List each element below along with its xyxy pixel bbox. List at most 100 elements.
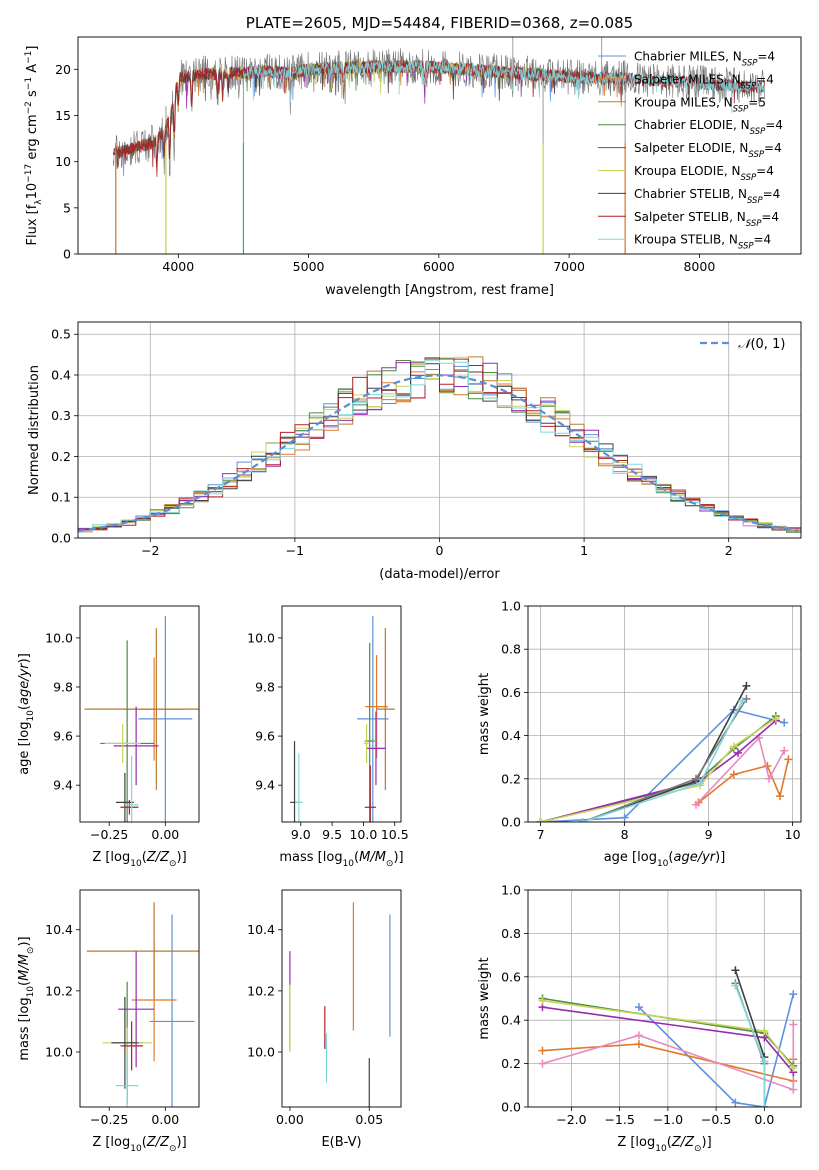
legend-label: 𝒩(0, 1) (738, 337, 785, 352)
x-axis-label: (data-model)/error (379, 567, 500, 582)
x-tick-label: 0.00 (151, 1112, 179, 1127)
mass-weight-line (540, 717, 777, 822)
axes-frame (79, 889, 200, 1108)
y-tick-label: 10.4 (45, 922, 73, 937)
y-axis-label: mass [log10(M/M⊙)] (17, 936, 36, 1060)
y-axis-label: mass weight (477, 673, 492, 755)
y-tick-label: 0.0 (51, 531, 71, 546)
y-axis-label: Normed distribution (27, 365, 42, 495)
axes-frame (527, 605, 802, 823)
plus-marker (692, 800, 700, 809)
axes-frame (77, 36, 802, 255)
chart-mass-vs-ebv: 0.00 0.05 10.0 10.2 10.4 E(B-V) (247, 889, 402, 1150)
y-tick-label: 10.0 (247, 630, 275, 645)
plot-area (112, 37, 765, 254)
x-tick-label: 2 (725, 543, 733, 558)
x-tick-label: 0.0 (754, 1112, 774, 1127)
axes-frame (281, 605, 402, 823)
plus-marker (742, 681, 751, 690)
plus-marker (696, 779, 705, 788)
plot-area (528, 890, 801, 1107)
x-tick-label: 0.05 (355, 1112, 383, 1127)
x-axis-label: mass [log10(M/M⊙)] (279, 850, 403, 869)
y-axis-label: age [log10(age/yr)] (17, 653, 36, 775)
x-tick-label: 9.0 (291, 827, 311, 842)
x-tick-label: 1 (580, 543, 588, 558)
plus-marker (789, 1063, 798, 1072)
mass-weight-line (540, 715, 777, 822)
legend: Chabrier MILES, NSSP=4 Salpeter MILES, NS… (598, 50, 783, 252)
x-tick-label: −1.5 (604, 1112, 634, 1127)
y-tick-label: 0.1 (51, 490, 71, 505)
chart-spectrum: 4000 5000 6000 7000 8000 0 5 10 15 20 PLATE=2605, … (24, 14, 802, 298)
chart-massweight-vs-age: 7 8 9 10 0.0 0.2 0.4 0.6 0.8 1.0 age [log10(age/yr… (477, 599, 802, 869)
y-tick-label: 9.8 (255, 680, 275, 695)
x-tick-label: −1 (286, 543, 304, 558)
axes-frame (281, 889, 402, 1108)
x-tick-label: 8 (621, 827, 629, 842)
y-tick-label: 10.0 (45, 1044, 73, 1059)
legend-label: Kroupa STELIB, NSSP=4 (634, 233, 771, 252)
chart-residuals: −2 −1 0 1 2 0.0 0.1 0.2 0.3 0.4 0.5 (data-model)/er… (27, 321, 802, 582)
x-axis-label: Z [log10(Z/Z⊙)] (92, 850, 186, 869)
plus-marker (634, 1003, 643, 1012)
x-tick-label: −0.25 (90, 827, 128, 842)
x-tick-label: 7 (537, 827, 545, 842)
plus-marker (763, 761, 772, 770)
y-tick-label: 0.0 (501, 1100, 521, 1115)
y-tick-label: 0.2 (501, 1056, 521, 1071)
x-tick-label: 0.00 (276, 1112, 304, 1127)
y-axis-label: mass weight (477, 957, 492, 1039)
axes-frame (79, 605, 200, 823)
y-tick-label: 0.2 (51, 449, 71, 464)
y-tick-label: 10.0 (247, 1044, 275, 1059)
x-tick-label: 7000 (553, 259, 585, 274)
y-tick-label: 20 (55, 62, 71, 77)
y-tick-label: 0.3 (51, 408, 71, 423)
legend-label: Salpeter MILES, NSSP=4 (634, 72, 774, 91)
x-axis-label: age [log10(age/yr)] (604, 850, 726, 869)
plus-marker (760, 1027, 769, 1036)
y-tick-label: 9.8 (53, 680, 73, 695)
y-tick-label: 0.2 (501, 771, 521, 786)
plus-marker (771, 714, 780, 723)
y-tick-label: 10.0 (45, 630, 73, 645)
legend-label: Chabrier STELIB, NSSP=4 (634, 187, 780, 206)
plus-marker (760, 1103, 769, 1107)
plus-marker (578, 818, 587, 822)
legend-label: Kroupa MILES, NSSP=5 (634, 95, 766, 114)
x-tick-label: −0.25 (90, 1112, 128, 1127)
plot-area (289, 902, 391, 1107)
plus-marker (742, 694, 751, 703)
plus-marker (780, 718, 789, 727)
plus-marker (780, 746, 789, 755)
plot-area (290, 615, 395, 822)
plus-marker (760, 1057, 769, 1066)
y-tick-label: 1.0 (501, 883, 521, 898)
y-tick-label: 0.6 (501, 685, 521, 700)
y-tick-label: 1.0 (501, 599, 521, 614)
y-tick-label: 9.4 (255, 778, 275, 793)
plus-marker (789, 990, 798, 999)
x-axis-label: Z [log10(Z/Z⊙)] (617, 1135, 711, 1154)
x-axis-label: E(B-V) (321, 1135, 361, 1150)
y-tick-label: 10.4 (247, 922, 275, 937)
mass-weight-line (698, 759, 790, 804)
normal-curve (78, 374, 799, 532)
plot-area (528, 606, 801, 822)
y-tick-label: 10.2 (45, 983, 73, 998)
plot-area (78, 322, 801, 538)
y-tick-label: 9.4 (53, 778, 73, 793)
residual-histogram (78, 359, 801, 533)
plus-marker (765, 774, 774, 783)
legend-label: Salpeter STELIB, NSSP=4 (634, 210, 779, 229)
plus-marker (789, 1020, 798, 1029)
chart-mass-vs-Z: −0.25 0.00 10.0 10.2 10.4 Z [log10(Z/Z⊙)] mass… (17, 889, 200, 1154)
x-tick-label: −2 (141, 543, 159, 558)
y-tick-label: 0.0 (501, 815, 521, 830)
y-tick-label: 9.6 (255, 729, 275, 744)
plus-marker (731, 1098, 740, 1107)
legend-label: Kroupa ELODIE, NSSP=4 (634, 164, 774, 183)
x-tick-label: 10.5 (381, 827, 409, 842)
plus-marker (734, 748, 742, 757)
